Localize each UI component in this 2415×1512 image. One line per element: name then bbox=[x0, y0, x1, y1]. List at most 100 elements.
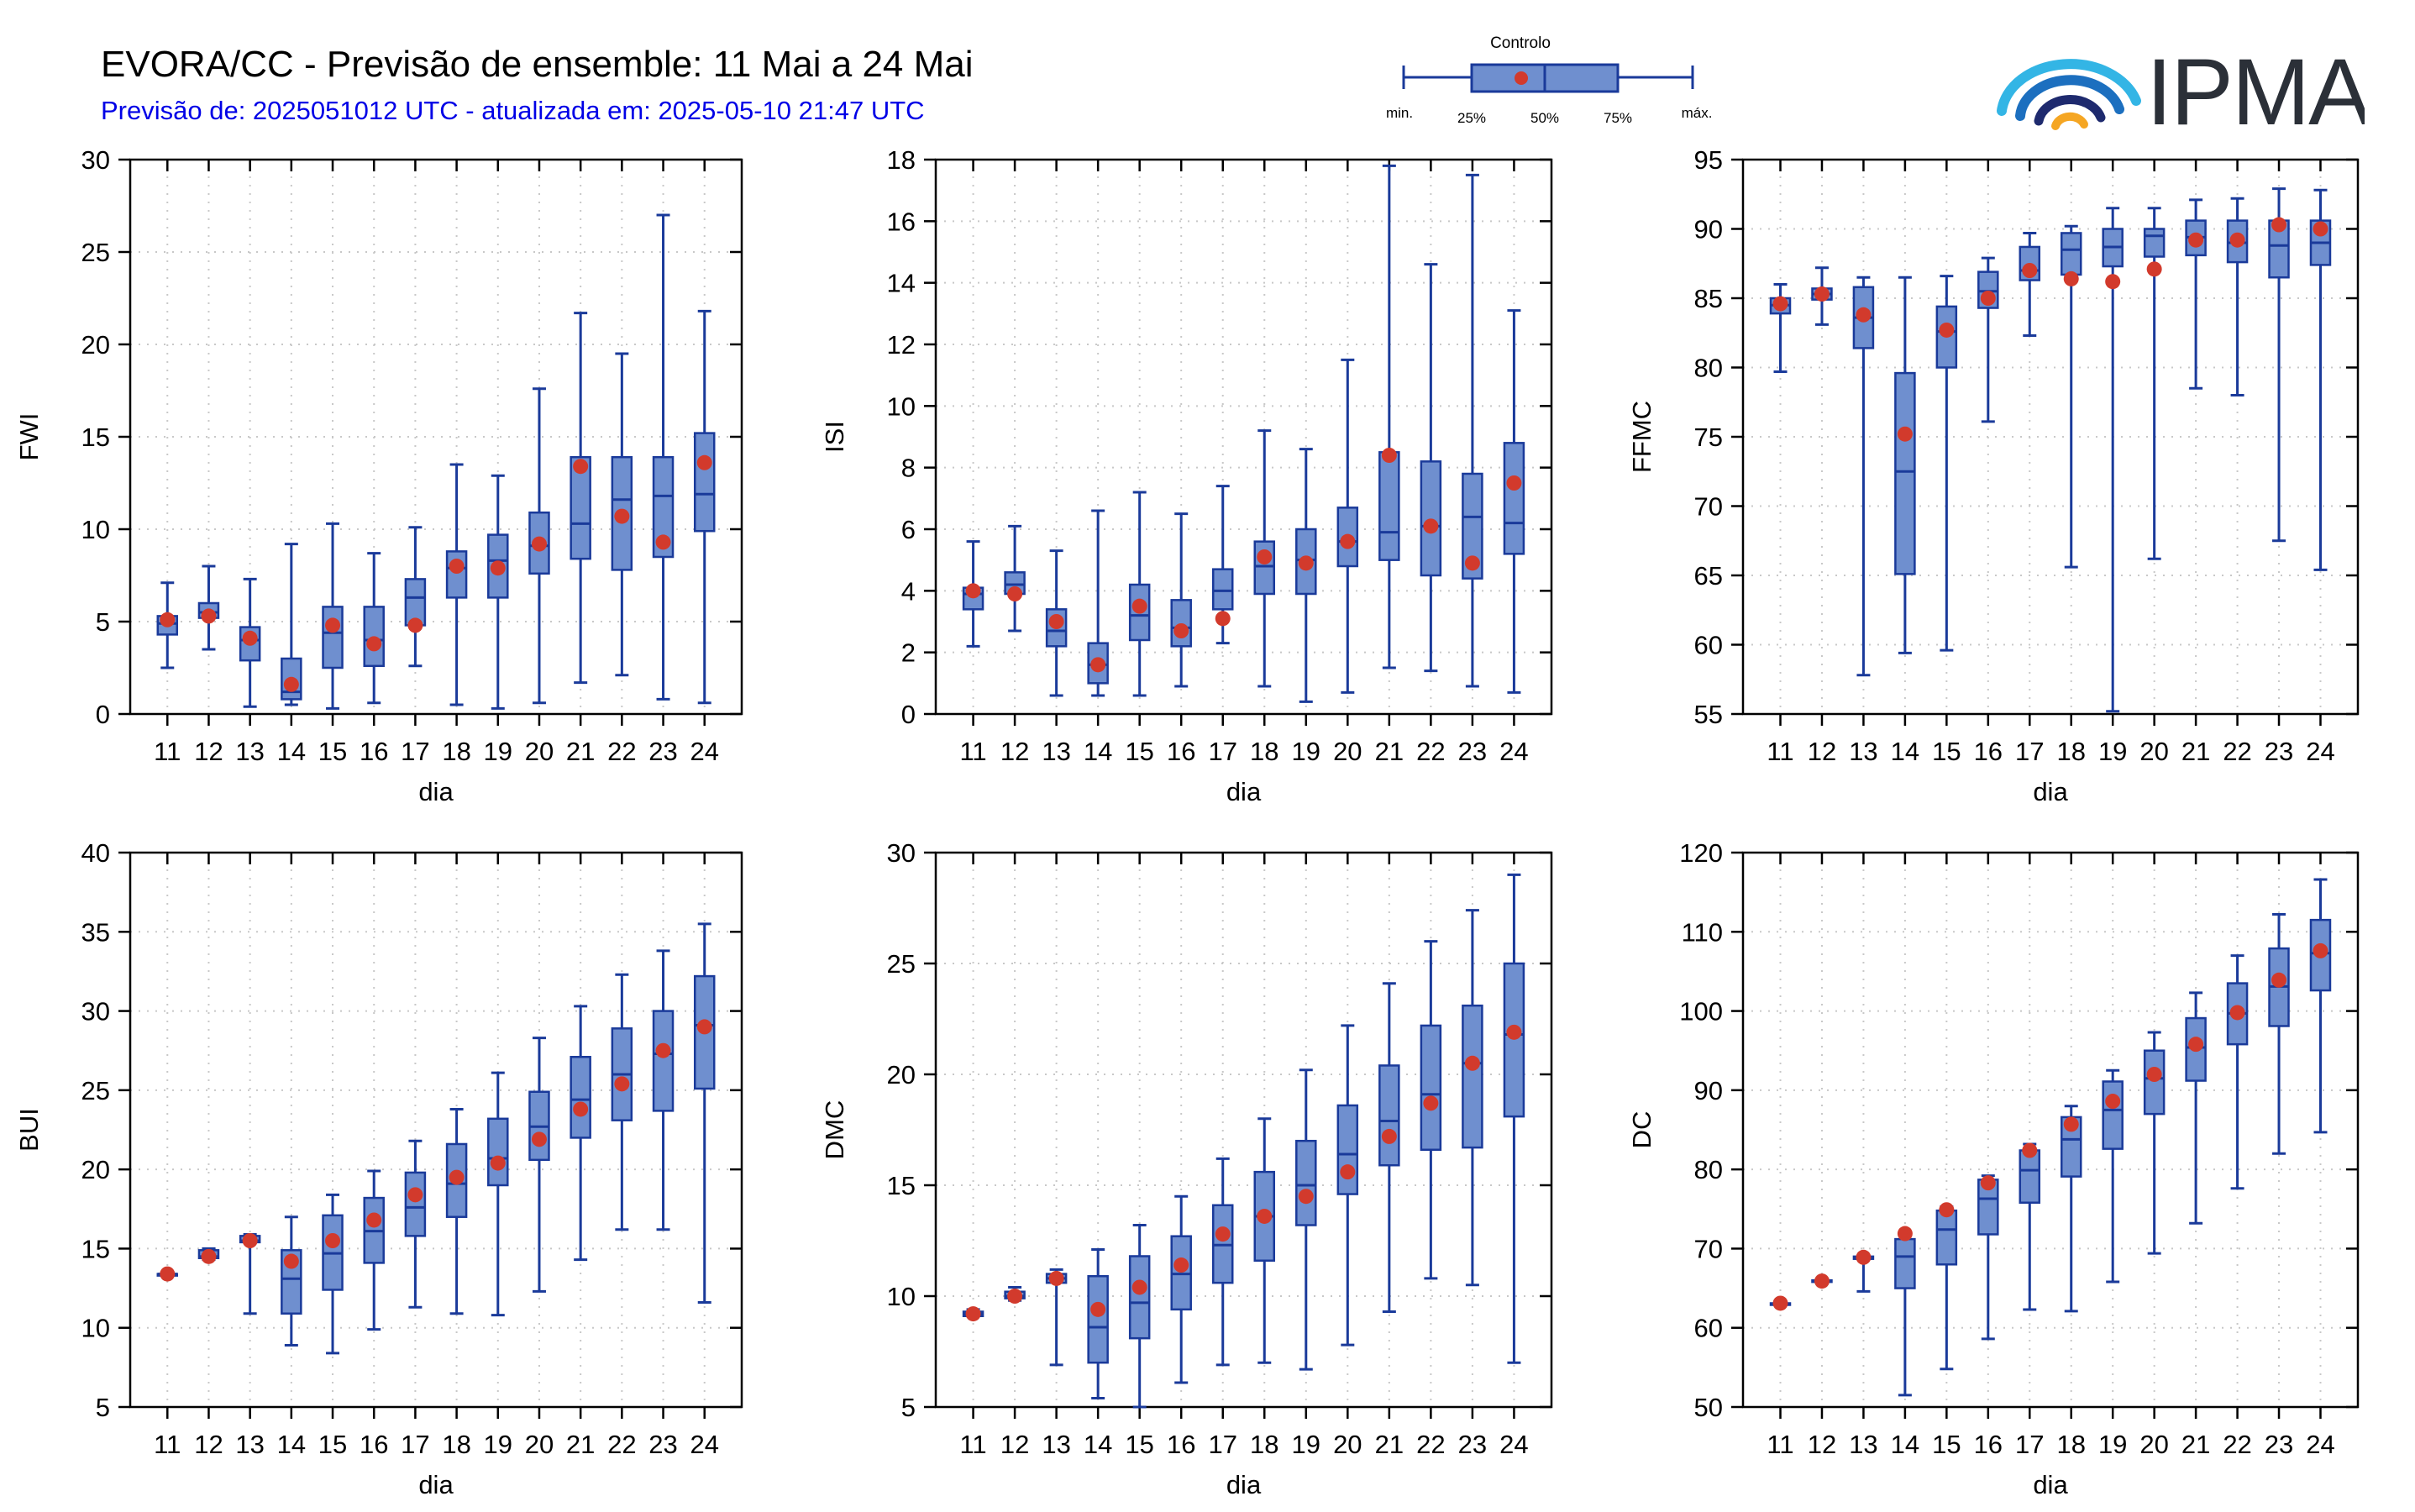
control-point bbox=[366, 1212, 382, 1228]
box-day-23 bbox=[1462, 909, 1483, 1287]
y-tick-label: 90 bbox=[1694, 215, 1723, 244]
x-tick-label: 17 bbox=[401, 737, 429, 766]
control-point bbox=[573, 1101, 589, 1117]
box-day-12 bbox=[1004, 524, 1026, 633]
x-tick-label: 23 bbox=[2265, 737, 2293, 766]
box-day-12 bbox=[1811, 1273, 1833, 1289]
x-tick-label: 17 bbox=[401, 1430, 429, 1459]
box-day-18 bbox=[445, 463, 468, 706]
logo-arc-outer bbox=[1997, 59, 2141, 116]
x-tick-label: 18 bbox=[1250, 1430, 1278, 1459]
y-tick-label: 25 bbox=[81, 238, 110, 267]
control-point bbox=[1423, 518, 1439, 534]
box-day-11 bbox=[1769, 1295, 1792, 1311]
x-tick-label: 24 bbox=[690, 737, 718, 766]
box-day-22 bbox=[1420, 940, 1442, 1280]
x-tick-label: 13 bbox=[1849, 1430, 1877, 1459]
x-tick-label: 11 bbox=[1767, 1430, 1793, 1459]
y-tick-label: 15 bbox=[81, 423, 110, 452]
control-point bbox=[1814, 286, 1830, 302]
chart-bui: 5 10 15 20 25 30 35 40 11 12 13 14 15 16 17 18 19 20 21 22 2… bbox=[14, 838, 743, 1499]
y-axis-label: FFMC bbox=[1627, 401, 1656, 473]
box-day-13 bbox=[1852, 276, 1875, 677]
x-tick-label: 12 bbox=[1000, 1430, 1029, 1459]
y-tick-label: 55 bbox=[1694, 700, 1723, 729]
legend-p25-label: 25% bbox=[1457, 110, 1486, 126]
box-day-18 bbox=[1253, 1117, 1276, 1364]
y-tick-label: 60 bbox=[1694, 631, 1723, 660]
x-tick-label: 22 bbox=[607, 737, 636, 766]
x-tick-label: 16 bbox=[1167, 737, 1195, 766]
box-day-23 bbox=[1462, 173, 1483, 688]
control-point bbox=[1257, 549, 1273, 564]
x-tick-label: 12 bbox=[1808, 1430, 1836, 1459]
control-point bbox=[1506, 475, 1522, 491]
box-day-16 bbox=[1977, 1174, 1999, 1341]
x-tick-label: 22 bbox=[1416, 737, 1445, 766]
y-tick-label: 5 bbox=[96, 1393, 110, 1422]
box-day-17 bbox=[1211, 485, 1234, 645]
box-day-23 bbox=[2268, 913, 2290, 1155]
box-day-12 bbox=[197, 564, 220, 651]
ipma-logo-arcs bbox=[1997, 59, 2141, 130]
control-point bbox=[614, 1076, 630, 1092]
box-day-19 bbox=[1295, 448, 1317, 703]
x-tick-label: 19 bbox=[2098, 737, 2127, 766]
y-tick-label: 30 bbox=[81, 997, 110, 1026]
box-day-19 bbox=[1295, 1068, 1317, 1371]
box-day-14 bbox=[281, 543, 302, 706]
control-point bbox=[1340, 1164, 1356, 1180]
control-point bbox=[490, 560, 506, 576]
forecast-subtitle: Previsão de: 2025051012 UTC - atualizada… bbox=[101, 96, 925, 125]
x-tick-label: 24 bbox=[2306, 1430, 2334, 1459]
chart-ffmc: 55 60 65 70 75 80 85 90 95 11 12 13 14 15 16 17 18 19 20 21… bbox=[1627, 145, 2360, 806]
control-point bbox=[1340, 533, 1356, 549]
control-point bbox=[2105, 1094, 2121, 1110]
control-point bbox=[655, 534, 671, 550]
box-day-16 bbox=[1977, 256, 1999, 423]
x-tick-label: 13 bbox=[1042, 737, 1070, 766]
control-point bbox=[1856, 307, 1872, 323]
x-tick-label: 23 bbox=[648, 737, 677, 766]
box-day-17 bbox=[404, 1139, 427, 1309]
control-point bbox=[2105, 274, 2121, 290]
control-point bbox=[1506, 1024, 1522, 1040]
control-point bbox=[283, 1253, 299, 1269]
control-point bbox=[1939, 322, 1955, 338]
control-point bbox=[1814, 1273, 1830, 1289]
box-day-19 bbox=[487, 1071, 509, 1317]
x-tick-label: 14 bbox=[1891, 1430, 1919, 1459]
box-day-19 bbox=[2102, 207, 2124, 713]
x-tick-label: 12 bbox=[194, 737, 223, 766]
x-tick-label: 14 bbox=[1084, 1430, 1112, 1459]
plot-frame bbox=[129, 851, 743, 1409]
control-point bbox=[1939, 1202, 1955, 1218]
legend-p50-label: 50% bbox=[1530, 110, 1559, 126]
control-point bbox=[1090, 657, 1106, 673]
x-tick-label: 21 bbox=[566, 737, 595, 766]
control-point bbox=[1423, 1095, 1439, 1111]
y-tick-label: 75 bbox=[1694, 423, 1723, 452]
box-day-15 bbox=[1935, 275, 1958, 652]
box-day-12 bbox=[1004, 1285, 1026, 1304]
box-day-18 bbox=[2060, 1105, 2082, 1313]
plot-frame bbox=[1741, 158, 2360, 716]
x-tick-label: 17 bbox=[1208, 1430, 1236, 1459]
x-tick-label: 19 bbox=[1292, 1430, 1320, 1459]
box-day-24 bbox=[2309, 878, 2332, 1134]
x-tick-label: 21 bbox=[2181, 1430, 2210, 1459]
legend-max-label: máx. bbox=[1682, 105, 1713, 121]
y-tick-label: 80 bbox=[1694, 1155, 1723, 1184]
control-point bbox=[531, 1131, 547, 1147]
y-tick-label: 12 bbox=[887, 330, 916, 360]
box-day-24 bbox=[693, 922, 716, 1305]
logo-arc-sun bbox=[2051, 112, 2088, 130]
iqr-box bbox=[1170, 599, 1192, 648]
iqr-box bbox=[1462, 472, 1483, 580]
iqr-box bbox=[2143, 1049, 2166, 1116]
x-tick-label: 19 bbox=[1292, 737, 1320, 766]
x-tick-label: 16 bbox=[360, 1430, 388, 1459]
x-tick-label: 21 bbox=[2181, 737, 2210, 766]
x-tick-label: 18 bbox=[1250, 737, 1278, 766]
